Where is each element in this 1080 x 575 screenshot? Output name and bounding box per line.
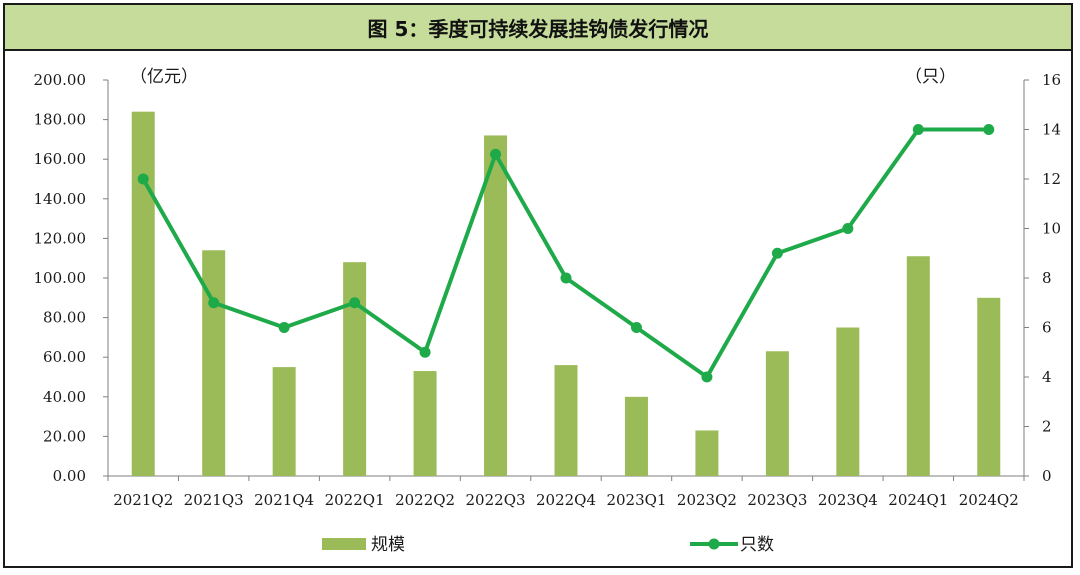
x-axis-tick-label: 2024Q1 — [888, 491, 948, 509]
right-axis-tick-label: 10 — [1042, 220, 1061, 238]
line-point-2023Q3 — [771, 247, 783, 259]
right-axis-tick-label: 12 — [1042, 170, 1061, 188]
left-axis-tick-label: 100.00 — [34, 269, 87, 287]
line-point-2021Q4 — [278, 322, 290, 333]
left-axis-tick-label: 20.00 — [43, 427, 86, 445]
bar-2021Q4 — [272, 367, 296, 476]
right-axis-tick-label: 2 — [1042, 418, 1052, 436]
left-axis-tick-label: 0.00 — [53, 467, 86, 485]
line-point-2022Q3 — [490, 148, 502, 160]
line-point-2022Q4 — [560, 272, 572, 284]
line-point-2024Q1 — [912, 124, 924, 135]
x-axis-tick-label: 2022Q3 — [466, 491, 526, 509]
bar-2023Q4 — [836, 327, 860, 476]
bar-2021Q2 — [131, 111, 155, 477]
x-axis-tick-label: 2023Q3 — [747, 491, 807, 509]
left-axis-tick-label: 120.00 — [34, 229, 87, 247]
chart-frame: 图 5：季度可持续发展挂钩债发行情况 — [3, 3, 1073, 568]
line-point-2023Q2 — [701, 371, 713, 383]
x-axis-tick-label: 2023Q2 — [677, 491, 737, 509]
x-axis-tick-label: 2021Q4 — [254, 491, 314, 509]
right-axis-tick-label: 6 — [1042, 319, 1052, 337]
x-axis-tick-label: 2023Q4 — [818, 491, 878, 509]
left-axis-tick-label: 160.00 — [34, 150, 87, 168]
left-axis-tick-label: 140.00 — [34, 190, 87, 208]
legend-line-marker — [708, 538, 720, 550]
line-point-2023Q1 — [630, 322, 642, 333]
left-axis-tick-label: 40.00 — [43, 388, 86, 406]
x-axis-tick-label: 2021Q2 — [113, 491, 173, 509]
line-series-path — [141, 127, 991, 379]
right-axis-tick-label: 0 — [1042, 467, 1052, 485]
bar-2022Q3 — [484, 135, 508, 476]
legend-bar-swatch — [322, 538, 366, 550]
right-axis-tick-label: 16 — [1042, 71, 1061, 89]
line-point-2023Q4 — [842, 223, 854, 234]
line-point-2021Q3 — [208, 297, 220, 309]
bar-2024Q1 — [906, 256, 930, 476]
chart-title: 图 5：季度可持续发展挂钩债发行情况 — [5, 5, 1071, 51]
legend-line-label: 只数 — [740, 535, 774, 555]
bar-2022Q1 — [343, 262, 367, 476]
bar-2022Q4 — [554, 365, 578, 476]
left-axis-tick-label: 60.00 — [43, 348, 86, 366]
right-axis-tick-label: 4 — [1042, 368, 1052, 386]
bar-2023Q2 — [695, 430, 719, 476]
bar-2022Q2 — [413, 371, 437, 476]
right-axis-tick-label: 14 — [1042, 121, 1061, 139]
line-point-2022Q2 — [419, 346, 431, 358]
right-axis-tick-label: 8 — [1042, 269, 1052, 287]
x-axis-tick-label: 2024Q2 — [959, 491, 1019, 509]
bar-2024Q2 — [977, 297, 1001, 476]
bar-2021Q3 — [202, 250, 226, 476]
line-point-2022Q1 — [349, 297, 361, 309]
bar-2023Q3 — [765, 351, 789, 476]
x-axis-tick-label: 2022Q2 — [395, 491, 455, 509]
left-axis-tick-label: 180.00 — [34, 111, 87, 129]
x-axis-tick-label: 2022Q1 — [325, 491, 385, 509]
bar-2023Q1 — [624, 396, 648, 476]
left-axis-tick-label: 80.00 — [43, 309, 86, 327]
legend-bar-label: 规模 — [371, 535, 405, 555]
right-axis-unit: （只） — [905, 67, 956, 87]
left-axis-unit: （亿元） — [130, 67, 198, 87]
x-axis-tick-label: 2021Q3 — [184, 491, 244, 509]
line-point-2024Q2 — [983, 124, 995, 135]
x-axis-tick-label: 2022Q4 — [536, 491, 596, 509]
line-point-2021Q2 — [137, 173, 149, 185]
x-axis-tick-label: 2023Q1 — [606, 491, 666, 509]
left-axis-tick-label: 200.00 — [34, 71, 87, 89]
